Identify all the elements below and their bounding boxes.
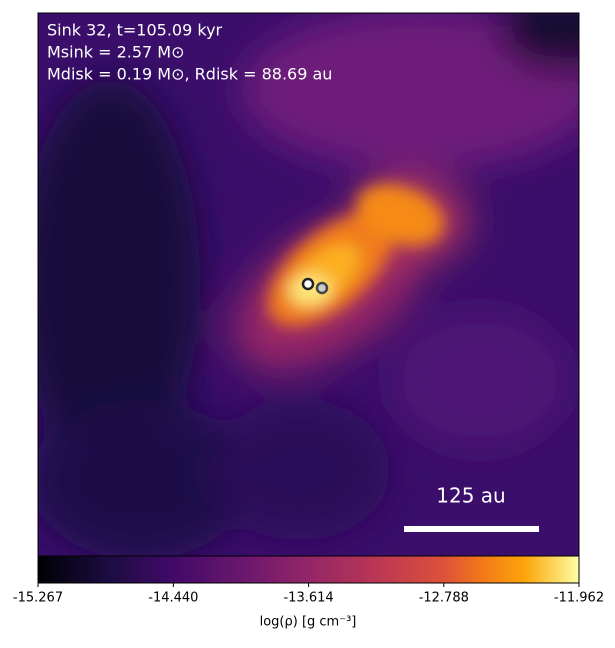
density-map: [38, 13, 579, 556]
sink: [301, 277, 315, 291]
sink: [315, 281, 329, 295]
colorbar-tick-label: -12.788: [419, 591, 469, 606]
colorbar-tick-label: -15.267: [13, 591, 63, 606]
colorbar-label: log(ρ) [g cm⁻³]: [260, 615, 357, 630]
colorbar-tick-label: -11.962: [554, 591, 604, 606]
annotation: Msink = 2.57 M⊙: [47, 43, 185, 62]
annotations: Sink 32, t=105.09 kyr Msink = 2.57 M⊙ Md…: [47, 21, 332, 84]
annotation: Mdisk = 0.19 M⊙, Rdisk = 88.69 au: [47, 65, 332, 84]
colorbar: [37, 555, 580, 584]
colorbar-tick-label: -13.614: [283, 591, 333, 606]
annotation: Sink 32, t=105.09 kyr: [47, 21, 223, 40]
colorbar-tick-label: -14.440: [148, 591, 198, 606]
scale-bar-label: 125 au: [436, 484, 505, 508]
